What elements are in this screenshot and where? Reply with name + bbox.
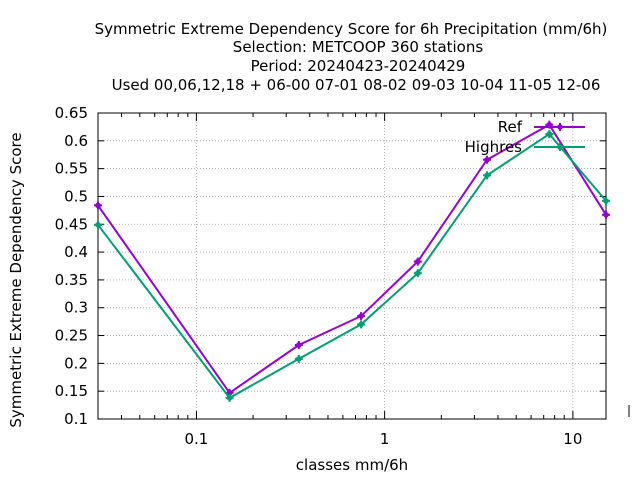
data-point-ref [357,312,366,321]
data-point-highres [94,220,102,229]
chart-title-line-3: Period: 20240423-20240429 [251,57,466,75]
data-point-highres [294,354,303,363]
y-tick-label: 0.55 [55,160,88,178]
data-point-highres [225,393,234,402]
legend: Ref Highres [465,118,585,156]
data-point-highres [413,269,422,278]
series-line-ref [97,123,607,395]
y-tick-label: 0.15 [55,382,88,400]
plot-frame [97,112,607,420]
chart-title-line-4: Used 00,06,12,18 + 06-00 07-01 08-02 09-… [112,76,601,94]
chart-title-line-2: Selection: METCOOP 360 stations [233,38,484,56]
data-point-highres [483,171,492,180]
y-tick-label: 0.45 [55,215,88,233]
y-tick-label: 0.4 [64,243,88,261]
y-tick-label: 0.5 [64,187,88,205]
data-point-ref [413,257,422,266]
x-axis-label: classes mm/6h [296,456,408,474]
legend-marker-ref [556,123,564,131]
y-tick-label: 0.3 [64,299,88,317]
legend-label-highres: Highres [465,138,523,156]
y-tick-label: 0.25 [55,327,88,345]
grid [98,112,606,420]
chart-title-block: Symmetric Extreme Dependency Score for 6… [95,20,608,94]
y-axis-label: Symmetric Extreme Dependency Score [7,132,25,427]
y-tick-label: 0.65 [55,104,88,122]
data-point-ref [294,341,303,350]
legend-marker-highres [556,143,564,151]
x-tick-label: 1 [380,430,390,448]
data-point-highres [357,320,366,329]
axes: 0.1 0.15 0.2 0.25 0.3 0.35 0.4 0.45 0.5 0.55 0.6 0.… [55,104,630,448]
y-tick-label: 0.2 [64,354,88,372]
y-tick-label: 0.6 [64,132,88,150]
x-tick-label: 0.1 [184,430,208,448]
x-tick-label: 10 [563,430,582,448]
series-line-highres [97,132,607,400]
data-point-ref [602,210,610,219]
y-tick-label: 0.35 [55,271,88,289]
data-point-highres [545,130,554,139]
chart-title-line-1: Symmetric Extreme Dependency Score for 6… [95,20,608,38]
data-point-highres [602,196,610,205]
series-layer [94,120,610,402]
data-point-ref [94,201,102,210]
data-point-ref [483,155,492,164]
y-tick-label: 0.1 [64,410,88,428]
legend-label-ref: Ref [498,118,523,136]
